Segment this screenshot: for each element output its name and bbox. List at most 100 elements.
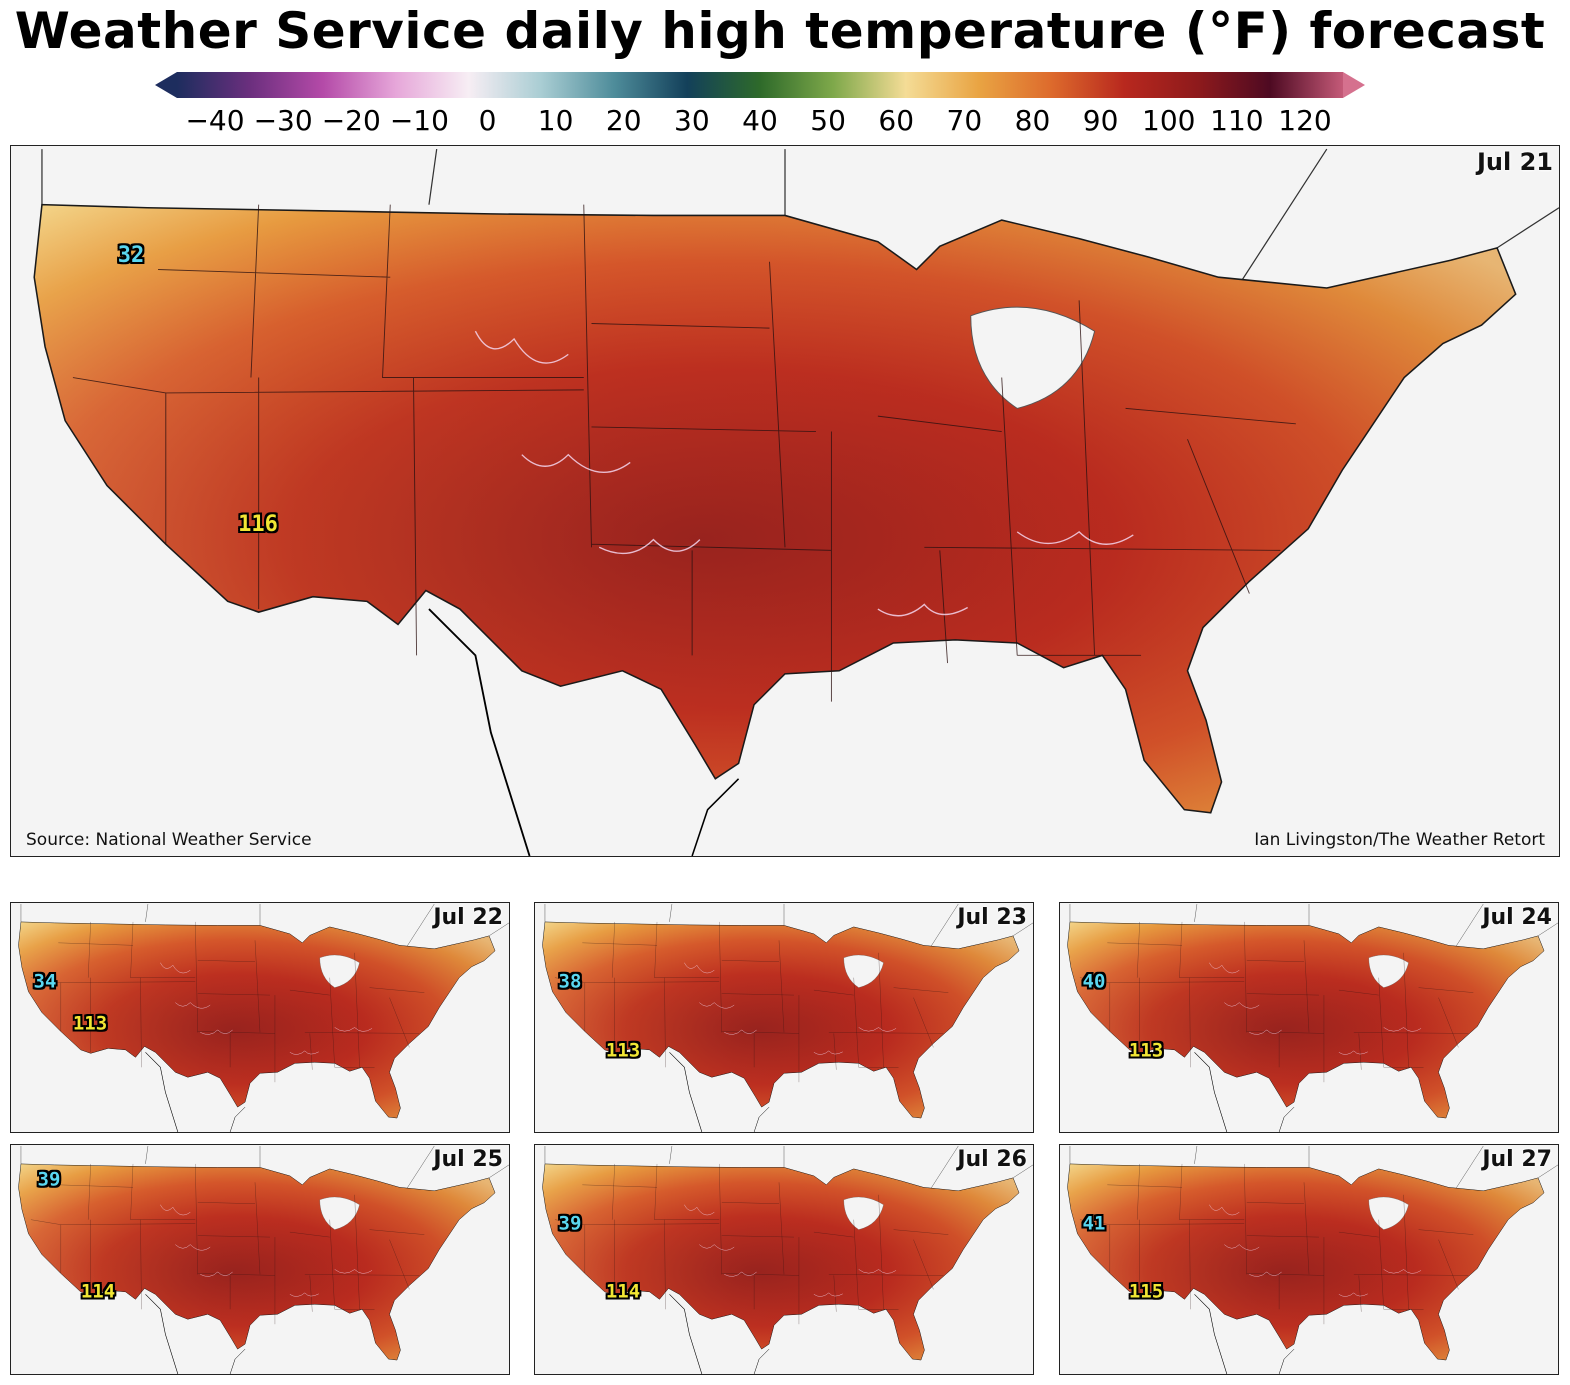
contour-lines [160, 1204, 373, 1297]
min-temp-label: 32 [117, 243, 145, 268]
baja-coastline [428, 608, 531, 856]
state-borders [1079, 1163, 1474, 1325]
colorbar-tick-label: −30 [253, 104, 313, 137]
colorbar-tick-label: 100 [1142, 104, 1196, 137]
map-panel-day-7: Jul 27 41 115 [1059, 1144, 1559, 1375]
mexico-border [691, 778, 740, 856]
panel-date: Jul 25 [433, 1147, 503, 1172]
colorbar-gradient [177, 72, 1343, 98]
conus-heat-field [18, 921, 496, 1119]
map-panel-day-3: Jul 23 38 113 [534, 902, 1034, 1133]
baja-coastline [1194, 1294, 1228, 1374]
conus-outline [18, 921, 496, 1119]
colorbar-tick-label: 0 [478, 104, 497, 137]
mexico-border [753, 1348, 770, 1374]
min-temp-label: 41 [1082, 1212, 1106, 1235]
source-credit: Source: National Weather Service [26, 830, 312, 850]
panel-date: Jul 27 [1482, 1147, 1552, 1172]
state-borders [30, 921, 425, 1083]
page-title: Weather Service daily high temperature (… [14, 2, 1546, 60]
conus-outline [33, 203, 1517, 814]
colorbar-tick-label: 70 [946, 104, 983, 137]
colorbar-extend-low [155, 72, 177, 98]
map-main [11, 146, 1559, 856]
canada-borders [20, 903, 509, 951]
colorbar-tick-label: −10 [389, 104, 449, 137]
colorbar-tick-label: 30 [674, 104, 710, 137]
state-borders [554, 1163, 949, 1325]
map-small [1060, 903, 1558, 1132]
conus-heat-field [1067, 1163, 1545, 1361]
min-temp-label: 39 [37, 1168, 61, 1191]
map-panel-day-5: Jul 25 39 114 [10, 1144, 510, 1375]
canada-borders [544, 903, 1033, 951]
min-temp-label: 34 [33, 970, 57, 993]
max-temp-label: 113 [1128, 1039, 1164, 1062]
contour-lines [474, 330, 1134, 617]
max-temp-label: 114 [80, 1280, 116, 1303]
colorbar-tick-label: −40 [185, 104, 245, 137]
state-borders [30, 1163, 425, 1325]
min-temp-label: 39 [558, 1212, 582, 1235]
conus-heat-field [542, 921, 1020, 1119]
map-small [1060, 1145, 1558, 1374]
baja-coastline [669, 1294, 703, 1374]
colorbar-tick-label: −20 [321, 104, 381, 137]
colorbar-tick-label: 60 [878, 104, 915, 137]
panel-date: Jul 21 [1477, 148, 1553, 176]
contour-lines [684, 1204, 897, 1297]
mexico-border [1278, 1106, 1295, 1132]
baja-coastline [1194, 1052, 1228, 1132]
max-temp-label: 113 [605, 1039, 641, 1062]
canada-borders [1069, 1145, 1558, 1193]
panel-date: Jul 23 [957, 905, 1027, 930]
mexico-border [1278, 1348, 1295, 1374]
conus-outline [542, 1163, 1020, 1361]
colorbar-tick-label: 50 [810, 104, 846, 137]
panel-date: Jul 22 [433, 905, 503, 930]
colorbar-tick-label: 80 [1014, 104, 1051, 137]
map-small [11, 1145, 509, 1374]
panel-date: Jul 26 [957, 1147, 1027, 1172]
conus-heat-field [542, 1163, 1020, 1361]
baja-coastline [669, 1052, 703, 1132]
map-panel-day-2: Jul 22 34 113 [10, 902, 510, 1133]
canada-borders [20, 1145, 509, 1193]
min-temp-label: 40 [1082, 970, 1106, 993]
contour-lines [160, 962, 373, 1055]
colorbar-tick-label: 110 [1210, 104, 1264, 137]
mexico-border [229, 1106, 246, 1132]
colorbar-tick-label: 90 [1082, 104, 1119, 137]
map-small [535, 903, 1033, 1132]
map-small [11, 903, 509, 1132]
contour-lines [1209, 962, 1422, 1055]
colorbar-tick-label: 120 [1278, 104, 1332, 137]
map-panel-main: Jul 21 32 116 Source: National Weather S… [10, 145, 1560, 857]
baja-coastline [145, 1052, 179, 1132]
max-temp-label: 113 [72, 1012, 108, 1035]
mexico-border [753, 1106, 770, 1132]
colorbar-tick-label: 20 [605, 104, 642, 137]
max-temp-label: 114 [605, 1280, 641, 1303]
canada-borders [41, 148, 1559, 293]
colorbar-extend-high [1343, 72, 1365, 98]
state-borders [554, 921, 949, 1083]
baja-coastline [145, 1294, 179, 1374]
mexico-border [229, 1348, 246, 1374]
map-small [535, 1145, 1033, 1374]
colorbar-tick-labels: −40 −30 −20 −10 0 10 20 30 40 50 60 70 80 90 100 110 120 [0, 104, 1570, 144]
conus-outline [18, 1163, 496, 1361]
conus-heat-field [1067, 921, 1545, 1119]
conus-outline [1067, 1163, 1545, 1361]
map-panel-day-4: Jul 24 40 113 [1059, 902, 1559, 1133]
state-borders [1079, 921, 1474, 1083]
panel-date: Jul 24 [1482, 905, 1552, 930]
contour-lines [684, 962, 897, 1055]
max-temp-label: 115 [1128, 1280, 1164, 1303]
author-credit: Ian Livingston/The Weather Retort [1254, 830, 1545, 850]
canada-borders [544, 1145, 1033, 1193]
min-temp-label: 38 [558, 970, 582, 993]
state-borders [72, 204, 1296, 702]
colorbar [155, 72, 1365, 98]
conus-outline [1067, 921, 1545, 1119]
